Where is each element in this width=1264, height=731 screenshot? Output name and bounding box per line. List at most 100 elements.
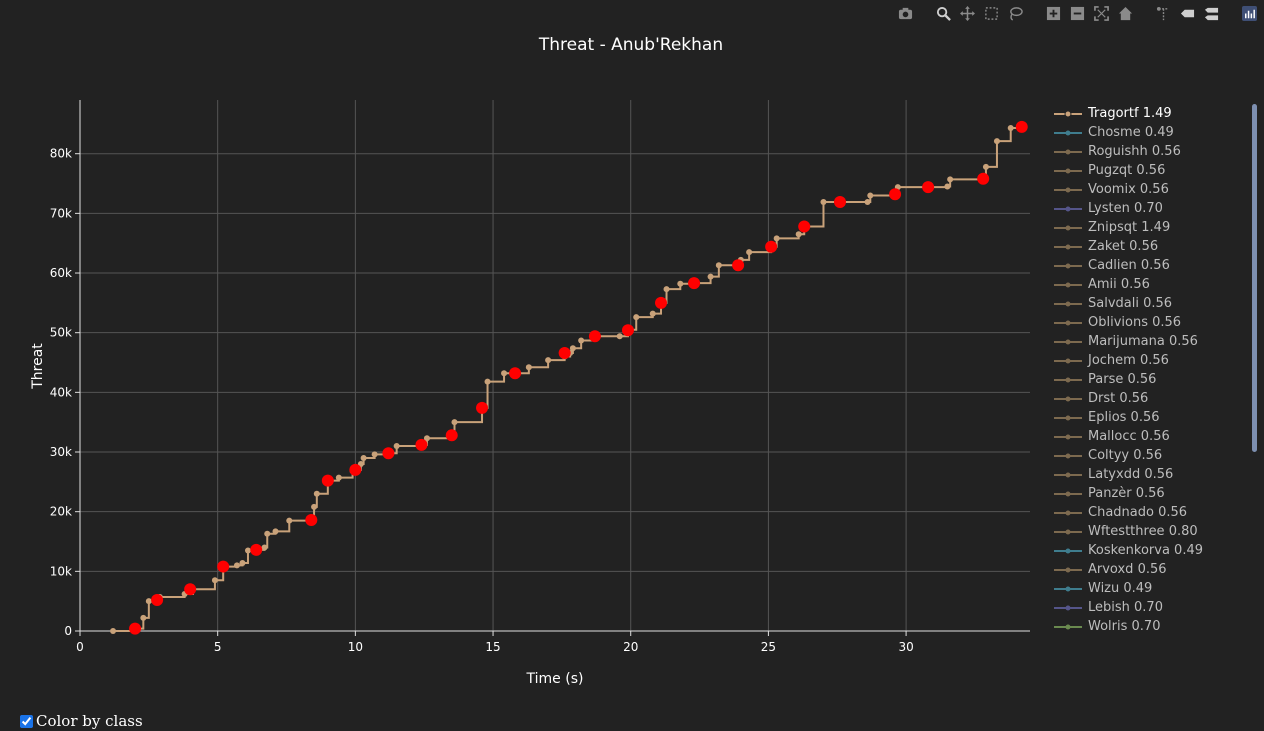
highlight-point[interactable] [889, 188, 902, 201]
legend-item[interactable]: Wizu 0.49 [1052, 579, 1248, 598]
data-point[interactable] [867, 192, 874, 199]
hover-closest-icon[interactable] [1178, 4, 1196, 22]
data-point[interactable] [244, 547, 251, 554]
data-point[interactable] [286, 517, 293, 524]
legend-item[interactable]: Wolris 0.70 [1052, 617, 1248, 632]
legend-item[interactable]: Drst 0.56 [1052, 389, 1248, 408]
lasso-icon[interactable] [1006, 4, 1024, 22]
data-point[interactable] [993, 138, 1000, 145]
highlight-point[interactable] [476, 401, 489, 414]
data-point[interactable] [633, 314, 640, 321]
highlight-point[interactable] [445, 429, 458, 442]
legend-item[interactable]: Eplios 0.56 [1052, 408, 1248, 427]
data-point[interactable] [773, 235, 780, 242]
highlight-point[interactable] [922, 181, 935, 194]
legend-item[interactable]: Pugzqt 0.56 [1052, 161, 1248, 180]
legend-scrollbar[interactable] [1252, 104, 1257, 452]
legend-item[interactable]: Oblivions 0.56 [1052, 313, 1248, 332]
highlight-point[interactable] [732, 259, 745, 272]
highlight-point[interactable] [321, 474, 334, 487]
data-point[interactable] [233, 562, 240, 569]
data-point[interactable] [484, 378, 491, 385]
legend-item[interactable]: Amii 0.56 [1052, 275, 1248, 294]
legend-item[interactable]: Jochem 0.56 [1052, 351, 1248, 370]
highlight-point[interactable] [798, 220, 811, 233]
highlight-point[interactable] [765, 240, 778, 253]
highlight-point[interactable] [217, 560, 230, 573]
highlight-point[interactable] [834, 196, 846, 209]
legend-item[interactable]: Mallocc 0.56 [1052, 427, 1248, 446]
legend-item[interactable]: Voomix 0.56 [1052, 180, 1248, 199]
data-point[interactable] [944, 183, 951, 190]
data-point[interactable] [1007, 125, 1014, 132]
legend-item[interactable]: Coltyy 0.56 [1052, 446, 1248, 465]
data-point[interactable] [569, 345, 576, 352]
data-point[interactable] [423, 435, 430, 442]
legend-item[interactable]: Cadlien 0.56 [1052, 256, 1248, 275]
highlight-point[interactable] [688, 277, 701, 290]
data-point[interactable] [616, 333, 623, 340]
data-point[interactable] [145, 598, 152, 605]
highlight-point[interactable] [621, 324, 634, 337]
highlight-point[interactable] [1015, 120, 1028, 133]
highlight-point[interactable] [558, 346, 571, 359]
data-point[interactable] [272, 528, 279, 535]
autoscale-icon[interactable] [1092, 4, 1110, 22]
home-icon[interactable] [1116, 4, 1134, 22]
data-point[interactable] [578, 337, 585, 344]
legend-item[interactable]: Zaket 0.56 [1052, 237, 1248, 256]
legend-item[interactable]: Lebish 0.70 [1052, 598, 1248, 617]
highlight-point[interactable] [129, 622, 142, 635]
data-point[interactable] [335, 474, 342, 481]
data-point[interactable] [451, 419, 458, 426]
series-layer[interactable] [110, 120, 1028, 635]
legend-item[interactable]: Parse 0.56 [1052, 370, 1248, 389]
data-point[interactable] [393, 443, 400, 450]
data-point[interactable] [239, 559, 246, 566]
data-point[interactable] [982, 163, 989, 170]
data-point[interactable] [313, 490, 320, 497]
legend-item[interactable]: Wftestthree 0.80 [1052, 522, 1248, 541]
highlight-point[interactable] [415, 438, 428, 451]
data-point[interactable] [211, 577, 218, 584]
data-point[interactable] [371, 451, 378, 458]
data-point[interactable] [820, 199, 827, 206]
highlight-point[interactable] [184, 583, 197, 596]
plotly-logo-icon[interactable] [1240, 4, 1258, 22]
data-point[interactable] [649, 310, 656, 317]
zoom-out-icon[interactable] [1068, 4, 1086, 22]
series-line[interactable] [113, 126, 1023, 632]
legend-item[interactable]: Znipsqt 1.49 [1052, 218, 1248, 237]
spike-lines-icon[interactable] [1154, 4, 1172, 22]
highlight-point[interactable] [151, 593, 164, 606]
legend-item[interactable]: Chadnado 0.56 [1052, 503, 1248, 522]
color-by-class-checkbox[interactable] [20, 714, 33, 728]
data-point[interactable] [501, 370, 508, 377]
data-point[interactable] [677, 280, 684, 287]
data-point[interactable] [707, 273, 714, 280]
highlight-point[interactable] [250, 543, 263, 556]
legend-item[interactable]: Marijumana 0.56 [1052, 332, 1248, 351]
highlight-point[interactable] [977, 172, 990, 185]
data-point[interactable] [110, 628, 117, 634]
highlight-point[interactable] [305, 514, 318, 527]
legend-item[interactable]: Panzèr 0.56 [1052, 484, 1248, 503]
highlight-point[interactable] [588, 330, 601, 343]
zoom-icon[interactable] [934, 4, 952, 22]
color-by-class-label[interactable]: Color by class [36, 712, 143, 730]
data-point[interactable] [795, 231, 802, 238]
data-point[interactable] [140, 614, 147, 621]
legend-item[interactable]: Salvdali 0.56 [1052, 294, 1248, 313]
data-point[interactable] [746, 249, 753, 256]
legend-item[interactable]: Latyxdd 0.56 [1052, 465, 1248, 484]
data-point[interactable] [360, 454, 367, 461]
data-point[interactable] [864, 199, 871, 206]
data-point[interactable] [357, 460, 364, 467]
data-point[interactable] [525, 364, 532, 371]
highlight-point[interactable] [509, 367, 522, 380]
data-point[interactable] [264, 530, 271, 537]
legend-item[interactable]: Tragortf 1.49 [1052, 104, 1248, 123]
highlight-point[interactable] [655, 296, 668, 309]
hover-compare-icon[interactable] [1202, 4, 1220, 22]
legend-item[interactable]: Lysten 0.70 [1052, 199, 1248, 218]
